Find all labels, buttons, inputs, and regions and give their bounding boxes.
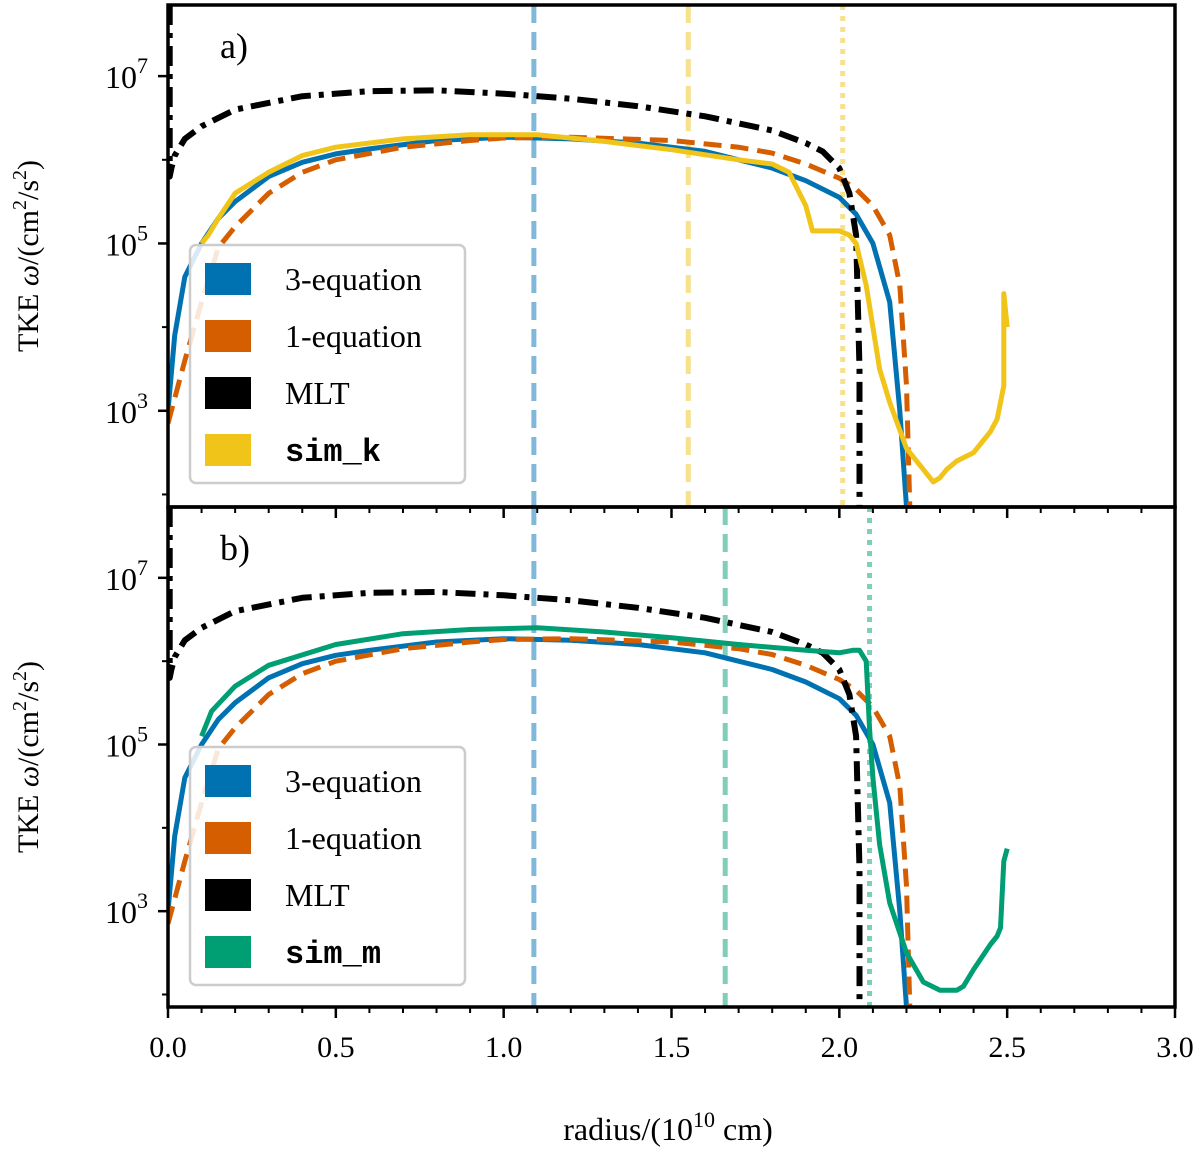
x-tick-label: 2.5 xyxy=(988,1031,1026,1064)
y-axis-label-part: 2 xyxy=(9,170,31,180)
y-tick-exponent: 3 xyxy=(137,388,148,413)
y-axis-label-part: /(cm xyxy=(12,711,45,766)
y-axis-label-part: ω xyxy=(12,766,45,787)
y-axis-label-part: 2 xyxy=(9,200,31,210)
y-tick-label: 105 xyxy=(105,220,148,262)
legend-label: MLT xyxy=(285,375,350,411)
legend-box xyxy=(188,745,467,987)
y-axis-label: TKE ω/(cm2/s2) xyxy=(9,661,45,853)
y-tick-base: 10 xyxy=(105,226,137,262)
legend-swatch xyxy=(205,320,251,352)
legend-swatch xyxy=(205,377,251,409)
y-axis-label-part: TKE xyxy=(12,787,45,853)
y-tick-label: 103 xyxy=(105,388,148,430)
x-tick-label: 0.5 xyxy=(317,1031,355,1064)
legend-label: 3-equation xyxy=(285,261,422,297)
y-axis-label-part: 2 xyxy=(9,701,31,711)
legend: 3-equation 1-equation MLT sim_k xyxy=(188,243,467,485)
legend-swatch xyxy=(205,765,251,797)
x-axis-label: radius/(1010 cm) xyxy=(563,1107,773,1147)
series-line-sim-k xyxy=(199,132,1010,485)
y-axis-label-part: TKE xyxy=(12,286,45,352)
y-tick-label: 103 xyxy=(105,888,148,930)
y-tick-exponent: 5 xyxy=(137,220,148,245)
series-line-mlt xyxy=(168,507,863,1007)
y-tick-base: 10 xyxy=(105,561,137,597)
y-tick-label: 107 xyxy=(105,53,148,95)
legend-swatch xyxy=(205,434,251,466)
series-line-sim-m xyxy=(199,625,1010,993)
x-tick-label: 3.0 xyxy=(1156,1031,1194,1064)
x-tick-label: 0.0 xyxy=(149,1031,187,1064)
y-axis-label: TKE ω/(cm2/s2) xyxy=(9,160,45,352)
y-tick-exponent: 3 xyxy=(137,888,148,913)
y-tick-label: 105 xyxy=(105,722,148,764)
y-tick-base: 10 xyxy=(105,59,137,95)
y-tick-base: 10 xyxy=(105,894,137,930)
y-axis-label-part: 2 xyxy=(9,671,31,681)
y-tick-base: 10 xyxy=(105,728,137,764)
y-tick-exponent: 7 xyxy=(137,53,148,78)
x-tick-label: 1.5 xyxy=(653,1031,691,1064)
x-axis-label-main: radius/(10 xyxy=(563,1111,693,1147)
legend-label: 3-equation xyxy=(285,763,422,799)
legend: 3-equation 1-equation MLT sim_m xyxy=(188,745,467,987)
x-tick-label: 1.0 xyxy=(485,1031,523,1064)
series-line-1-equation xyxy=(168,636,913,1007)
legend-swatch xyxy=(205,263,251,295)
y-tick-exponent: 7 xyxy=(137,555,148,580)
plot-area xyxy=(168,5,1010,507)
plot-area xyxy=(168,507,1010,1007)
x-axis-label-exponent: 10 xyxy=(693,1107,715,1132)
series-line-3-equation xyxy=(168,636,909,1007)
y-tick-label: 107 xyxy=(105,555,148,597)
y-axis-label-part: /s xyxy=(12,180,45,200)
panel-label: a) xyxy=(220,26,248,66)
legend-label: 1-equation xyxy=(285,820,422,856)
legend-swatch xyxy=(205,879,251,911)
x-axis-label-tail: cm) xyxy=(715,1111,773,1147)
legend-label: MLT xyxy=(285,877,350,913)
panel-label: b) xyxy=(220,528,250,568)
y-axis-label-part: /s xyxy=(12,681,45,701)
y-axis-label-part: ω xyxy=(12,265,45,286)
x-tick-label: 2.0 xyxy=(821,1031,859,1064)
legend-label: sim_k xyxy=(285,434,381,471)
y-axis-label-part: /(cm xyxy=(12,210,45,265)
y-axis-label-part: ) xyxy=(12,661,45,671)
y-axis-label-part: ) xyxy=(12,160,45,170)
y-tick-base: 10 xyxy=(105,394,137,430)
legend-label: 1-equation xyxy=(285,318,422,354)
legend-box xyxy=(188,243,467,485)
legend-label: sim_m xyxy=(285,936,381,973)
series-line-mlt xyxy=(168,5,863,507)
y-tick-exponent: 5 xyxy=(137,722,148,747)
legend-swatch xyxy=(205,822,251,854)
legend-swatch xyxy=(205,936,251,968)
